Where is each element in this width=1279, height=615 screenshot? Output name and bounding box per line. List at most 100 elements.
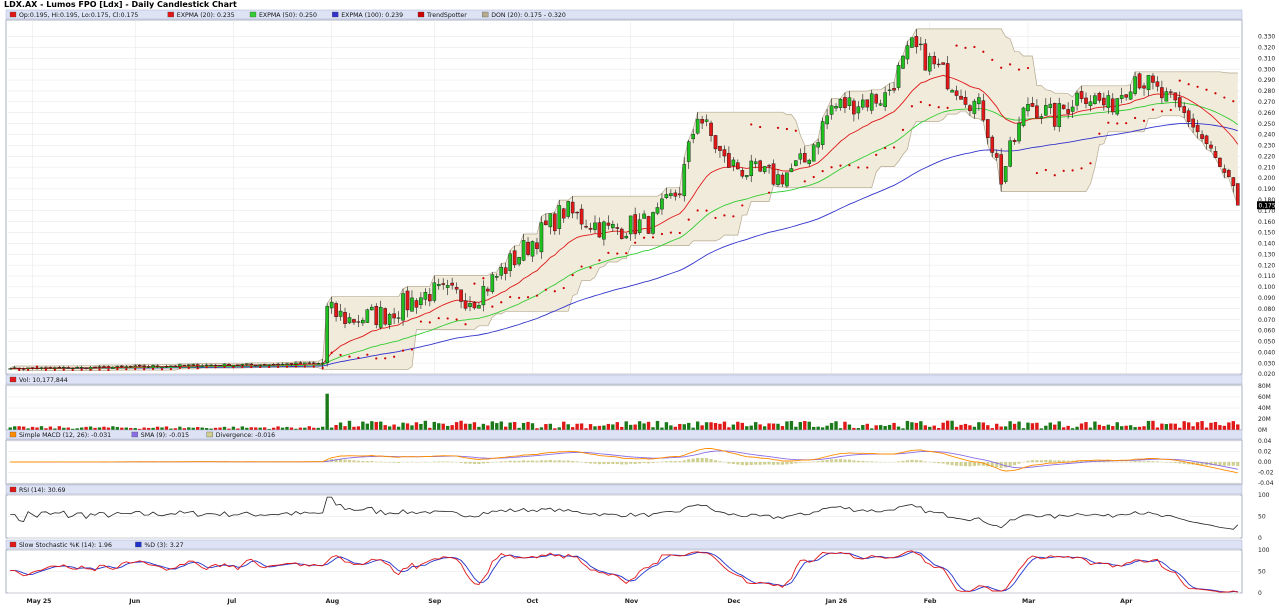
volume-bar-250 <box>1124 425 1128 430</box>
volume-bar-97 <box>441 423 445 430</box>
volume-bar-183 <box>825 425 829 430</box>
candle-body-108 <box>490 274 495 292</box>
volume-bar-257 <box>1155 427 1160 430</box>
divergence-bar-185 <box>834 459 838 463</box>
volume-bar-241 <box>1084 422 1088 430</box>
rsi-ytick-0: 100 <box>1258 492 1270 499</box>
trendspotter-dot-146 <box>660 232 664 236</box>
volume-bar-193 <box>870 428 874 430</box>
divergence-bar-75 <box>343 459 347 463</box>
volume-bar-38 <box>178 426 182 430</box>
volume-bar-163 <box>736 421 740 430</box>
x-tick-label-4: Sep <box>428 598 442 605</box>
volume-bar-252 <box>1133 427 1137 430</box>
price-legend-swatch-2 <box>249 11 257 18</box>
trendspotter-dot-188 <box>848 164 851 167</box>
candle-body-271 <box>1218 157 1222 167</box>
candle-body-208 <box>936 63 941 66</box>
candle-body-76 <box>347 317 352 324</box>
candle-body-110 <box>499 266 504 276</box>
volume-bar-52 <box>240 426 245 430</box>
candle-body-162 <box>731 159 736 167</box>
candle-body-219 <box>985 119 990 139</box>
volume-bar-82 <box>374 421 378 430</box>
candle-body-244 <box>1097 93 1102 101</box>
candle-body-5 <box>30 367 35 369</box>
candle-body-273 <box>1227 170 1231 178</box>
divergence-bar-143 <box>646 462 651 464</box>
divergence-bar-134 <box>606 462 610 465</box>
candle-body-123 <box>557 205 562 229</box>
candle-body-167 <box>753 161 758 165</box>
divergence-bar-232 <box>1044 459 1048 463</box>
candle-body-270 <box>1213 151 1218 158</box>
volume-bar-143 <box>646 421 651 430</box>
volume-bar-226 <box>1017 421 1021 430</box>
divergence-bar-144 <box>651 462 655 463</box>
volume-bar-211 <box>950 420 954 430</box>
price-ytick-4: 0.290 <box>1258 77 1275 84</box>
volume-bar-233 <box>1048 422 1052 430</box>
candle-body-75 <box>343 312 347 324</box>
volume-bar-27 <box>129 427 133 430</box>
divergence-bar-168 <box>758 462 762 465</box>
candle-body-52 <box>240 364 245 366</box>
volume-bar-48 <box>222 426 227 430</box>
trendspotter-dot-134 <box>607 251 610 254</box>
volume-bar-144 <box>651 427 655 430</box>
divergence-bar-133 <box>602 462 606 465</box>
volume-bar-81 <box>370 421 374 430</box>
volume-bar-15 <box>75 428 79 430</box>
volume-bar-210 <box>945 420 950 430</box>
volume-bar-94 <box>428 427 432 430</box>
last-price-box <box>1257 201 1275 210</box>
candle-body-222 <box>999 154 1003 185</box>
candle-body-30 <box>142 365 146 367</box>
trendspotter-dot-70 <box>321 366 324 370</box>
candle-body-107 <box>486 288 490 292</box>
volume-bar-2 <box>17 426 21 430</box>
candle-body-149 <box>673 192 678 197</box>
candle-body-20 <box>97 366 102 368</box>
trendspotter-dot-18 <box>89 368 92 371</box>
trendspotter-dot-86 <box>393 355 396 358</box>
volume-bar-201 <box>905 420 910 430</box>
candle-body-79 <box>361 319 365 324</box>
trendspotter-dot-62 <box>285 365 289 368</box>
trendspotter-dot-60 <box>276 365 280 369</box>
candle-body-66 <box>303 362 307 365</box>
trendspotter-dot-54 <box>250 365 253 369</box>
stochastic-ytick-0: 100 <box>1258 547 1270 554</box>
candle-body-239 <box>1075 92 1079 106</box>
divergence-bar-137 <box>620 462 624 465</box>
candle-body-185 <box>834 105 838 109</box>
divergence-bar-113 <box>513 460 517 463</box>
divergence-bar-264 <box>1187 462 1191 465</box>
divergence-bar-183 <box>825 459 829 463</box>
volume-bar-206 <box>928 426 932 430</box>
volume-bar-168 <box>758 424 762 430</box>
divergence-bar-85 <box>388 462 392 463</box>
volume-bar-55 <box>254 427 258 430</box>
divergence-bar-138 <box>624 462 628 465</box>
volume-bar-156 <box>704 422 709 430</box>
volume-bar-189 <box>852 427 856 430</box>
volume-bar-34 <box>160 427 164 430</box>
candle-body-160 <box>722 149 727 157</box>
candle-body-191 <box>861 99 865 108</box>
volume-bar-9 <box>48 426 53 430</box>
volume-bar-198 <box>892 422 896 430</box>
candle-body-127 <box>575 211 579 214</box>
divergence-bar-229 <box>1030 460 1034 463</box>
x-tick-label-8: Jan 26 <box>825 598 848 605</box>
volume-bar-93 <box>423 420 428 430</box>
divergence-bar-98 <box>446 461 450 463</box>
volume-bar-101 <box>459 420 463 430</box>
volume-bar-217 <box>977 422 981 430</box>
volume-bar-270 <box>1213 422 1218 430</box>
candle-body-264 <box>1186 110 1191 122</box>
divergence-bar-257 <box>1155 461 1159 463</box>
volume-bar-275 <box>1236 424 1240 430</box>
volume-bar-177 <box>798 422 803 430</box>
volume-bar-267 <box>1200 421 1204 430</box>
